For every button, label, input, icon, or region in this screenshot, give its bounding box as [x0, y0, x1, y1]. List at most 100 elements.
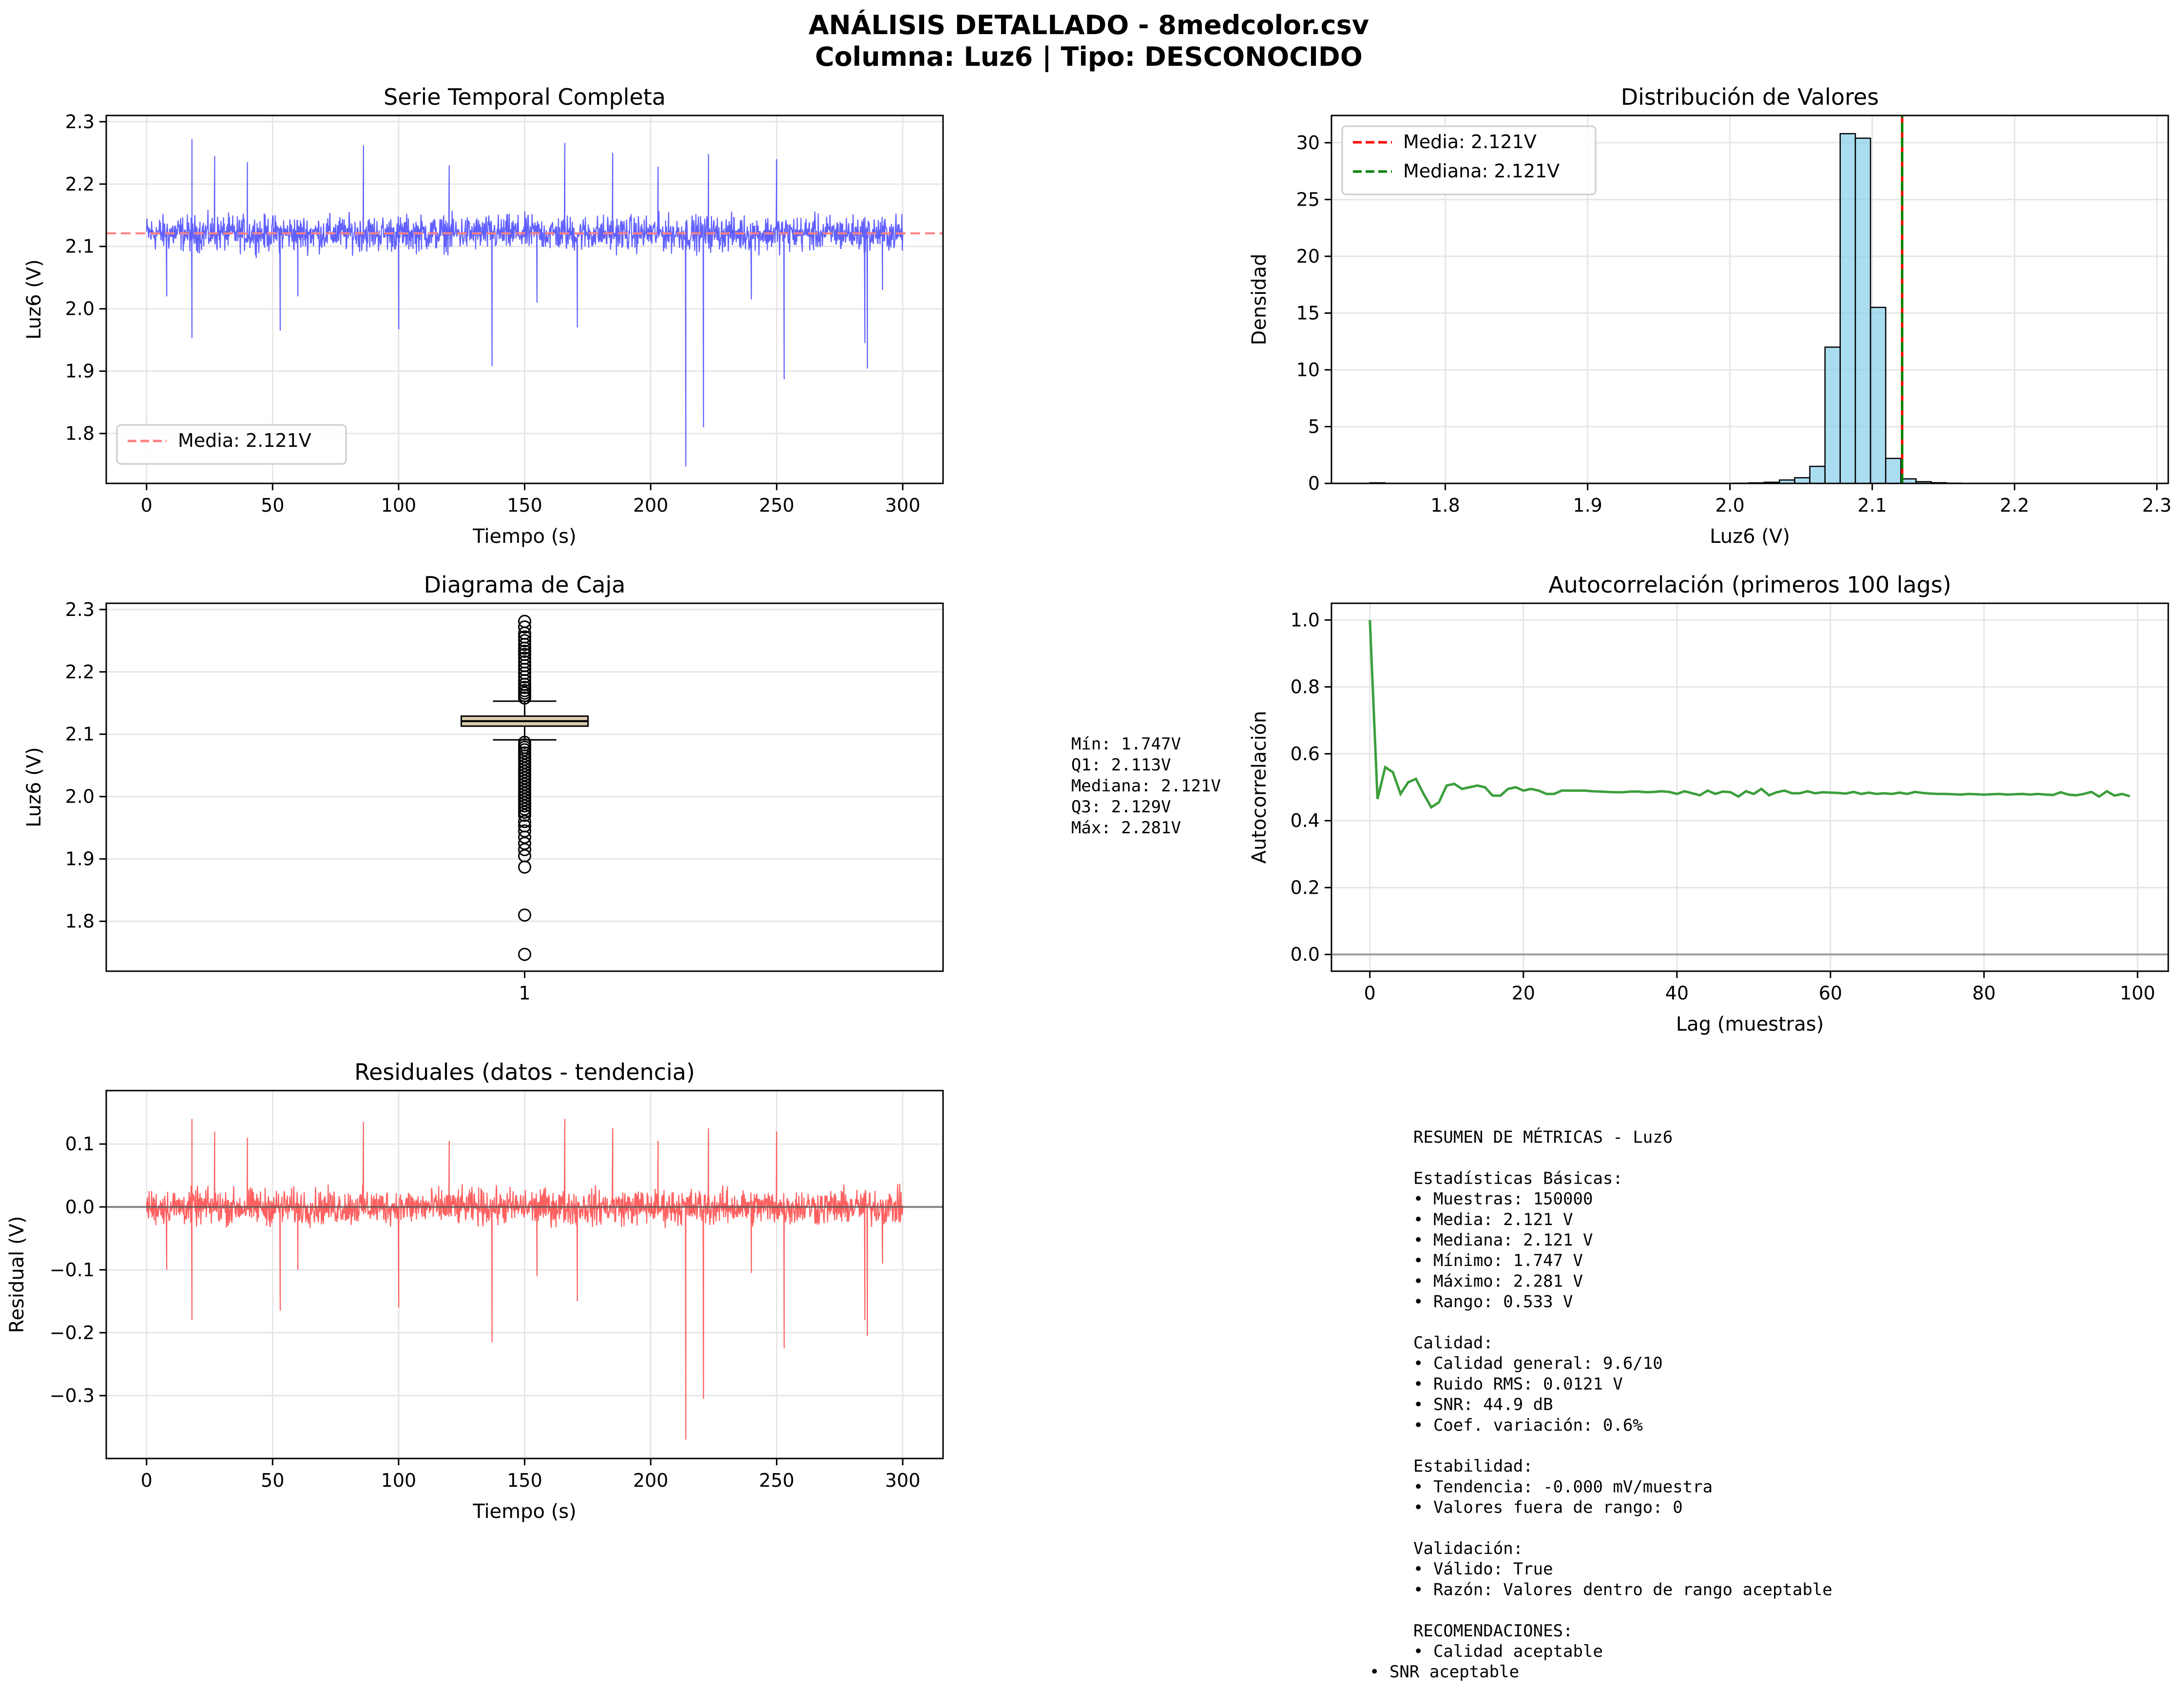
legend-box — [116, 424, 347, 465]
outlier-point — [518, 806, 531, 819]
outlier-point — [518, 793, 531, 806]
x-tick-label: 60 — [1819, 982, 1842, 1004]
summary-line: • Válido: True — [1413, 1559, 1553, 1579]
y-tick-label: 0.4 — [1291, 810, 1320, 831]
y-tick-label: 25 — [1296, 189, 1320, 210]
x-tick-label: 80 — [1972, 982, 1996, 1004]
x-axis-label: Tiempo (s) — [472, 525, 577, 548]
y-tick-label: 2.0 — [65, 786, 95, 807]
outlier-point — [518, 768, 531, 782]
outlier-point — [518, 774, 531, 788]
histogram-bar — [1794, 477, 1811, 484]
x-tick-label: 2.0 — [1715, 495, 1744, 516]
summary-line: • Calidad aceptable — [1413, 1642, 1603, 1661]
panel-title: Serie Temporal Completa — [384, 84, 666, 110]
plot-area — [106, 139, 943, 467]
y-tick-label: 2.1 — [65, 724, 95, 745]
outlier-point — [518, 802, 531, 816]
histogram-bar — [1854, 137, 1871, 484]
y-tick-label: 0 — [1308, 473, 1320, 494]
axes-frame — [1330, 602, 2169, 972]
outlier-point — [518, 743, 531, 757]
outlier-point — [518, 790, 531, 804]
summary-line: • Rango: 0.533 V — [1413, 1292, 1573, 1312]
outlier-point — [518, 824, 531, 838]
outlier-point — [518, 843, 531, 856]
box-stat-line: Q1: 2.113V — [1071, 755, 1171, 775]
summary-line: • SNR: 44.9 dB — [1413, 1395, 1553, 1415]
series-line-luz6 — [146, 139, 904, 467]
x-tick-label: 100 — [381, 495, 417, 516]
outlier-point — [518, 771, 531, 785]
histogram-bars — [1369, 133, 2129, 484]
plot-area — [106, 1119, 943, 1440]
outlier-point — [518, 655, 531, 669]
y-axis-label: Residual (V) — [6, 1216, 28, 1333]
y-tick-label: −0.1 — [50, 1259, 95, 1281]
outlier-point — [518, 620, 531, 634]
legend-label: Media: 2.121V — [178, 430, 311, 451]
figure-title-line2: Columna: Luz6 | Tipo: DESCONOCIDO — [815, 41, 1363, 72]
histogram-bar — [1809, 465, 1826, 484]
summary-line: • Ruido RMS: 0.0121 V — [1413, 1374, 1623, 1394]
outlier-point — [518, 652, 531, 665]
x-tick-label: 150 — [507, 1470, 542, 1491]
y-tick-label: 1.8 — [65, 911, 95, 932]
grid-lines — [1331, 603, 2168, 971]
panel-autocorrelation: 0 20 40 60 80 100 0.0 0.2 0.4 0.6 0.8 1.0 Autocorrel… — [1248, 572, 2169, 1036]
summary-line: • Razón: Valores dentro de rango aceptab… — [1413, 1580, 1832, 1599]
panel-title: Residuales (datos - tendencia) — [354, 1059, 695, 1085]
summary-line: RESUMEN DE MÉTRICAS - Luz6 — [1413, 1127, 1673, 1147]
summary-line: Calidad: — [1413, 1333, 1493, 1353]
outlier-point — [518, 908, 531, 922]
y-tick-label: 2.2 — [65, 661, 95, 683]
y-axis-label: Luz6 (V) — [23, 259, 45, 340]
y-tick-label: 1.8 — [65, 423, 95, 444]
acf-line — [1368, 620, 2130, 809]
summary-line: Validación: — [1413, 1539, 1523, 1558]
axes-frame — [1330, 115, 2169, 484]
x-tick-label: 1.8 — [1430, 495, 1460, 516]
figure-title-line1: ANÁLISIS DETALLADO - 8medcolor.csv — [809, 10, 1369, 40]
x-tick-label: 40 — [1665, 982, 1689, 1004]
outlier-point — [518, 752, 531, 766]
summary-line: Estadísticas Básicas: — [1413, 1169, 1623, 1188]
x-tick-label: 250 — [759, 1470, 794, 1491]
panel-title: Diagrama de Caja — [424, 572, 626, 598]
summary-line: • Muestras: 150000 — [1413, 1190, 1593, 1209]
summary-line: • Calidad general: 9.6/10 — [1413, 1354, 1663, 1373]
panel-timeseries: 0 50 100 150 200 250 300 1.8 1.9 2.0 2.1 2.2 2.3 Seri… — [23, 84, 944, 548]
y-tick-label: 2.0 — [65, 298, 95, 320]
y-tick-label: 30 — [1296, 132, 1320, 154]
x-tick-label: 1 — [519, 982, 530, 1004]
outlier-point — [518, 777, 531, 791]
box-stat-line: Q3: 2.129V — [1071, 797, 1171, 817]
x-tick-label: 150 — [507, 495, 542, 516]
summary-line: • Mediana: 2.121 V — [1413, 1230, 1593, 1250]
y-tick-label: 2.3 — [65, 111, 95, 133]
axes-frame — [105, 115, 944, 484]
y-axis-label: Luz6 (V) — [23, 747, 45, 827]
x-tick-label: 0 — [141, 1470, 153, 1491]
outlier-point — [518, 947, 531, 961]
y-tick-label: 0.0 — [1291, 944, 1320, 965]
x-axis-label: Lag (muestras) — [1676, 1013, 1824, 1036]
histogram-bar — [1824, 346, 1841, 484]
x-tick-label: 0 — [1364, 982, 1376, 1004]
summary-line: • SNR aceptable — [1369, 1662, 1519, 1682]
summary-line: • Máximo: 2.281 V — [1413, 1271, 1583, 1291]
legend-label: Mediana: 2.121V — [1403, 160, 1560, 182]
x-tick-label: 1.9 — [1573, 495, 1602, 516]
x-axis-label: Luz6 (V) — [1710, 525, 1790, 548]
x-tick-label: 50 — [261, 1470, 284, 1491]
y-tick-label: 1.9 — [65, 361, 95, 382]
x-tick-label: 200 — [633, 1470, 669, 1491]
x-tick-label: 250 — [759, 495, 794, 516]
outlier-point — [518, 796, 531, 809]
x-tick-label: 300 — [885, 1470, 921, 1491]
x-tick-label: 300 — [885, 495, 921, 516]
y-tick-label: 0.1 — [65, 1133, 95, 1155]
outlier-point — [518, 830, 531, 844]
x-tick-label: 2.2 — [2000, 495, 2029, 516]
y-axis-label: Densidad — [1248, 253, 1271, 345]
